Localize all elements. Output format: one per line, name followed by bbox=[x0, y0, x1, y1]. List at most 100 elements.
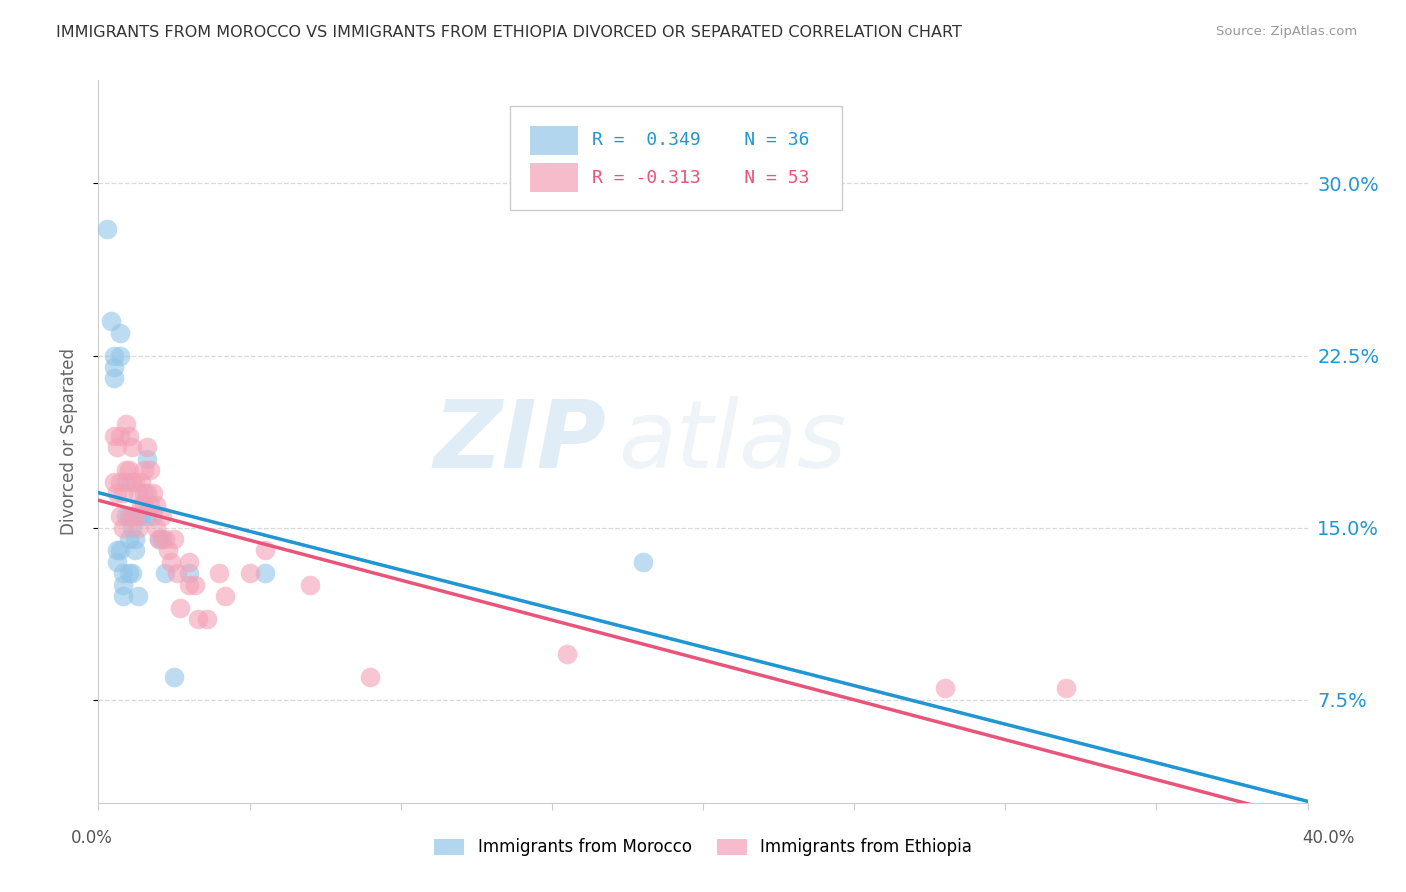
Point bbox=[135, 440, 157, 454]
Point bbox=[127, 486, 149, 500]
Point bbox=[121, 566, 143, 581]
Text: IMMIGRANTS FROM MOROCCO VS IMMIGRANTS FROM ETHIOPIA DIVORCED OR SEPARATED CORREL: IMMIGRANTS FROM MOROCCO VS IMMIGRANTS FR… bbox=[56, 25, 962, 40]
Point bbox=[121, 509, 143, 524]
Text: 0.0%: 0.0% bbox=[70, 829, 112, 847]
Point bbox=[360, 670, 382, 684]
Bar bbox=[530, 126, 578, 154]
Point bbox=[111, 520, 134, 534]
Point bbox=[163, 670, 186, 684]
Point bbox=[108, 326, 131, 340]
Point bbox=[105, 486, 128, 500]
Point bbox=[129, 475, 152, 489]
Point bbox=[214, 590, 236, 604]
Point bbox=[103, 371, 125, 385]
Point bbox=[156, 543, 179, 558]
Point bbox=[127, 520, 149, 534]
Point bbox=[166, 566, 188, 581]
Point bbox=[148, 532, 170, 546]
Point bbox=[148, 532, 170, 546]
Point bbox=[253, 566, 276, 581]
Point bbox=[114, 417, 136, 432]
Point bbox=[108, 509, 131, 524]
Point bbox=[108, 429, 131, 443]
Point bbox=[135, 486, 157, 500]
Bar bbox=[530, 163, 578, 193]
Point bbox=[111, 486, 134, 500]
Point bbox=[145, 520, 167, 534]
Point bbox=[160, 555, 183, 569]
Point bbox=[135, 509, 157, 524]
Point bbox=[103, 475, 125, 489]
Point bbox=[127, 590, 149, 604]
Point bbox=[111, 590, 134, 604]
Point bbox=[139, 498, 162, 512]
Point bbox=[121, 440, 143, 454]
Point bbox=[124, 532, 146, 546]
Point bbox=[111, 578, 134, 592]
Text: ZIP: ZIP bbox=[433, 395, 606, 488]
Text: Source: ZipAtlas.com: Source: ZipAtlas.com bbox=[1216, 25, 1357, 38]
Point bbox=[108, 349, 131, 363]
Point bbox=[124, 543, 146, 558]
Point bbox=[239, 566, 262, 581]
Point bbox=[103, 359, 125, 374]
Point bbox=[153, 532, 176, 546]
Point bbox=[124, 475, 146, 489]
Point bbox=[118, 463, 141, 477]
Point bbox=[163, 532, 186, 546]
Point bbox=[299, 578, 322, 592]
FancyBboxPatch shape bbox=[509, 105, 842, 211]
Y-axis label: Divorced or Separated: Divorced or Separated bbox=[59, 348, 77, 535]
Point bbox=[208, 566, 231, 581]
Point bbox=[179, 578, 201, 592]
Point bbox=[179, 555, 201, 569]
Point bbox=[114, 509, 136, 524]
Text: atlas: atlas bbox=[619, 396, 846, 487]
Point bbox=[555, 647, 578, 661]
Point bbox=[96, 222, 118, 236]
Point bbox=[253, 543, 276, 558]
Legend: Immigrants from Morocco, Immigrants from Ethiopia: Immigrants from Morocco, Immigrants from… bbox=[427, 831, 979, 863]
Point bbox=[1054, 681, 1077, 695]
Point bbox=[184, 578, 207, 592]
Point bbox=[132, 463, 155, 477]
Point bbox=[118, 566, 141, 581]
Point bbox=[105, 543, 128, 558]
Point bbox=[105, 440, 128, 454]
Point bbox=[139, 463, 162, 477]
Point bbox=[187, 612, 209, 626]
Point bbox=[118, 532, 141, 546]
Text: R =  0.349    N = 36: R = 0.349 N = 36 bbox=[592, 131, 810, 149]
Point bbox=[100, 314, 122, 328]
Point bbox=[118, 509, 141, 524]
Point bbox=[103, 349, 125, 363]
Point bbox=[105, 555, 128, 569]
Point bbox=[135, 451, 157, 466]
Point bbox=[142, 509, 165, 524]
Point bbox=[121, 520, 143, 534]
Point bbox=[129, 498, 152, 512]
Point bbox=[169, 600, 191, 615]
Point bbox=[118, 429, 141, 443]
Point bbox=[195, 612, 218, 626]
Point bbox=[108, 475, 131, 489]
Point bbox=[934, 681, 956, 695]
Point bbox=[127, 509, 149, 524]
Point bbox=[124, 509, 146, 524]
Point bbox=[132, 498, 155, 512]
Point bbox=[121, 475, 143, 489]
Point bbox=[114, 463, 136, 477]
Point bbox=[114, 475, 136, 489]
Point bbox=[111, 566, 134, 581]
Point bbox=[179, 566, 201, 581]
Text: 40.0%: 40.0% bbox=[1302, 829, 1355, 847]
Point bbox=[150, 509, 173, 524]
Point bbox=[142, 486, 165, 500]
Point bbox=[150, 532, 173, 546]
Point bbox=[631, 555, 654, 569]
Point bbox=[103, 429, 125, 443]
Point bbox=[108, 543, 131, 558]
Point bbox=[129, 509, 152, 524]
Point bbox=[132, 486, 155, 500]
Text: R = -0.313    N = 53: R = -0.313 N = 53 bbox=[592, 169, 810, 186]
